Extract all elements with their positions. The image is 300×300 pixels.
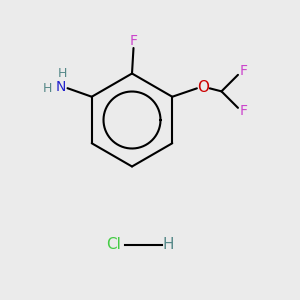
Text: H: H <box>162 237 174 252</box>
Text: H: H <box>43 82 52 95</box>
Text: N: N <box>56 80 66 94</box>
Text: H: H <box>58 67 67 80</box>
Text: Cl: Cl <box>106 237 122 252</box>
Text: F: F <box>240 64 248 78</box>
Text: O: O <box>197 80 209 95</box>
Text: F: F <box>240 104 248 118</box>
Text: F: F <box>130 34 137 48</box>
